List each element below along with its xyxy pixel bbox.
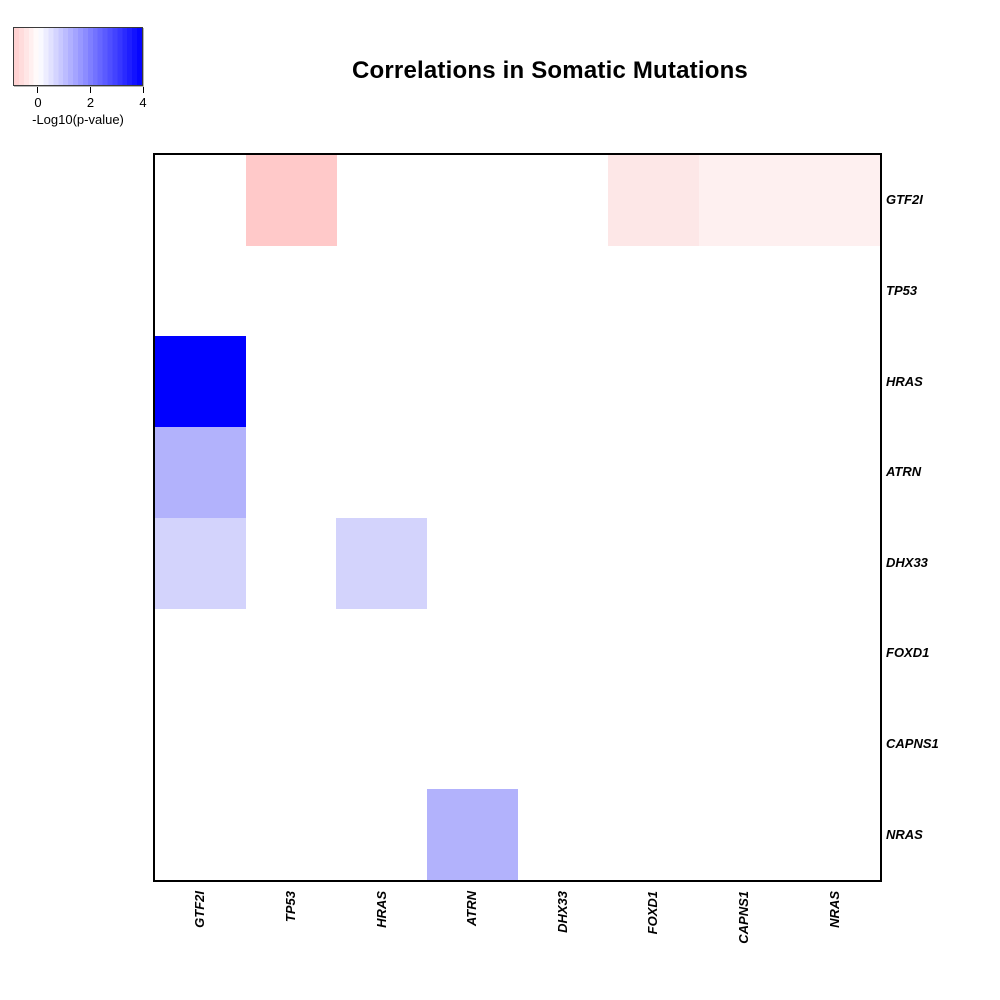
column-label-text: ATRN [464, 891, 480, 927]
legend-colorbar [13, 27, 143, 86]
column-label-text: CAPNS1 [736, 891, 752, 944]
heatmap-cell [789, 155, 881, 247]
row-label-foxd1: FOXD1 [886, 645, 930, 661]
row-label-gtf2i: GTF2I [886, 192, 923, 208]
heatmap-cell [155, 426, 247, 518]
column-label-tp53: TP53 [283, 890, 299, 922]
row-label-atrn: ATRN [886, 464, 922, 480]
legend-tick-mark [89, 87, 91, 93]
row-label-dhx33: DHX33 [886, 554, 928, 570]
heatmap-cell [698, 155, 790, 247]
column-label-text: FOXD1 [645, 891, 661, 935]
column-label-hras: HRAS [374, 890, 390, 928]
column-label-text: NRAS [826, 891, 842, 928]
column-label-text: DHX33 [554, 891, 570, 933]
heatmap-cell [155, 336, 247, 428]
column-label-capns1: CAPNS1 [736, 890, 752, 944]
legend-tick-label: 2 [86, 95, 95, 110]
plot-border [153, 153, 882, 882]
legend-tick-label: 0 [34, 95, 42, 110]
column-label-text: HRAS [373, 891, 389, 928]
heatmap-cell [155, 517, 247, 609]
column-label-text: TP53 [282, 891, 298, 923]
column-label-nras: NRAS [827, 890, 843, 928]
column-label-gtf2i: GTF2I [192, 890, 208, 928]
heatmap-cell [426, 789, 518, 881]
row-label-nras: NRAS [886, 826, 923, 842]
legend-tick-mark [37, 87, 39, 93]
legend-tick-mark [142, 87, 144, 93]
column-label-dhx33: DHX33 [555, 890, 571, 933]
heatmap-cell [608, 155, 700, 247]
column-label-foxd1: FOXD1 [645, 890, 661, 934]
legend-axis-label: -Log10(p-value) [32, 112, 124, 127]
column-label-atrn: ATRN [464, 890, 480, 926]
column-label-text: GTF2I [192, 891, 208, 928]
row-label-tp53: TP53 [886, 282, 918, 298]
legend-tick-label: 4 [139, 95, 147, 110]
row-label-hras: HRAS [886, 373, 923, 389]
chart-title: Correlations in Somatic Mutations [352, 57, 748, 84]
heatmap-cell [245, 155, 337, 247]
row-label-capns1: CAPNS1 [886, 736, 939, 752]
heatmap-cell [336, 517, 428, 609]
